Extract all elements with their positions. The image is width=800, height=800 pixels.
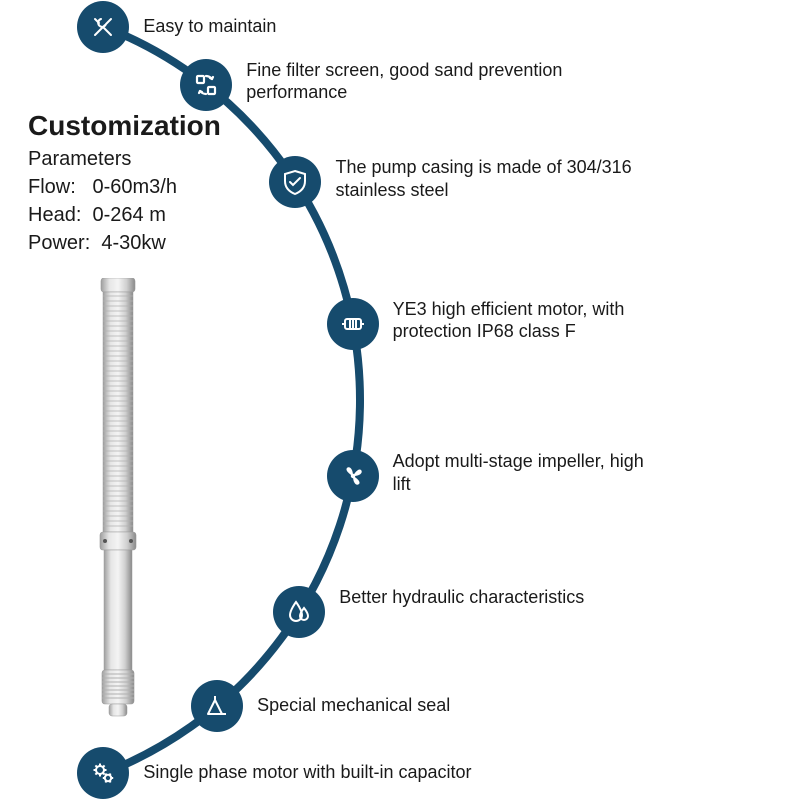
feature-label: Easy to maintain [143, 15, 383, 38]
pump-illustration [95, 278, 141, 718]
feature-label: Single phase motor with built-in capacit… [143, 761, 563, 784]
feature-label: Adopt multi-stage impel­ler, high lift [393, 450, 653, 495]
customization-heading: Customization [28, 110, 221, 142]
param-head: Head: 0-264 m [28, 204, 166, 227]
param-value: 0-264 m [93, 204, 166, 226]
seal-icon [191, 680, 243, 732]
parameters-label: Parameters [28, 148, 131, 171]
feature-label: Better hydraulic characteris­tics [339, 586, 609, 609]
feature-label: YE3 high efficient motor, with protectio… [393, 298, 683, 343]
param-power: Power: 4-30kw [28, 232, 166, 255]
param-value: 4-30kw [101, 232, 165, 254]
motor-icon [327, 298, 379, 350]
fan-icon [327, 450, 379, 502]
feature-label: Special mechanical seal [257, 694, 537, 717]
param-label: Head: [28, 204, 81, 226]
param-label: Power: [28, 232, 90, 254]
feature-label: Fine filter screen, good sand prevention… [246, 59, 606, 104]
tools-icon [77, 1, 129, 53]
shield-icon [269, 156, 321, 208]
param-value: 0-60m3/h [92, 176, 177, 198]
gears-icon [77, 747, 129, 799]
param-flow: Flow: 0-60m3/h [28, 176, 177, 199]
param-label: Flow: [28, 176, 76, 198]
refresh-icon [180, 59, 232, 111]
droplet-icon [273, 586, 325, 638]
feature-label: The pump casing is made of 304/316 stain… [335, 156, 635, 201]
